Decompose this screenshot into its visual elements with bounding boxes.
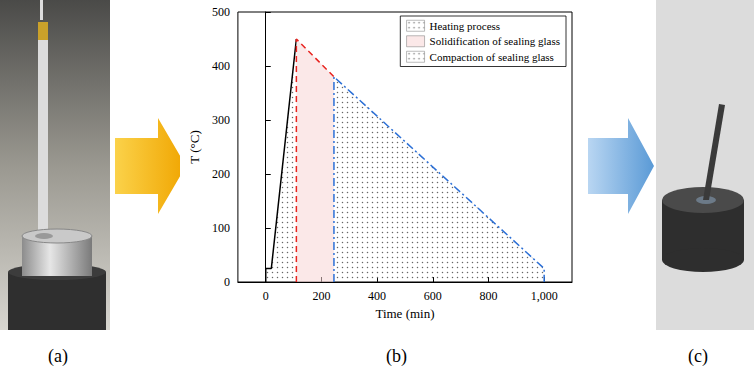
- svg-text:400: 400: [368, 289, 386, 303]
- svg-text:300: 300: [212, 113, 230, 127]
- svg-text:T (°C): T (°C): [187, 130, 202, 163]
- svg-text:Compaction of sealing glass: Compaction of sealing glass: [430, 51, 554, 63]
- svg-text:500: 500: [212, 5, 230, 19]
- svg-text:0: 0: [263, 289, 269, 303]
- svg-text:200: 200: [312, 289, 330, 303]
- svg-text:0: 0: [224, 275, 230, 289]
- svg-text:200: 200: [212, 167, 230, 181]
- html-text:(a): (a): [48, 346, 68, 366]
- html-text:(c): (c): [688, 346, 708, 366]
- svg-text:Solidification of sealing glas: Solidification of sealing glass: [430, 35, 560, 47]
- svg-text:Heating process: Heating process: [430, 20, 501, 32]
- svg-text:100: 100: [212, 221, 230, 235]
- svg-text:Time (min): Time (min): [375, 306, 434, 321]
- svg-text:1,000: 1,000: [531, 289, 558, 303]
- svg-text:800: 800: [479, 289, 497, 303]
- svg-text:600: 600: [424, 289, 442, 303]
- html-text:(b): (b): [386, 346, 407, 366]
- svg-text:400: 400: [212, 59, 230, 73]
